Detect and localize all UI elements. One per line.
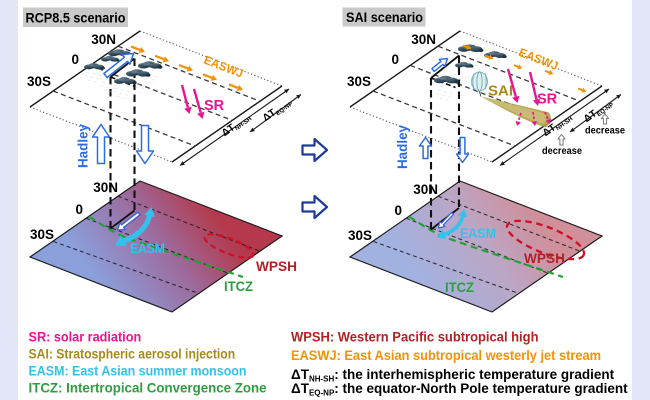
svg-text:0: 0: [75, 202, 83, 217]
svg-text:Hadley: Hadley: [76, 124, 91, 168]
svg-text:EASM: EASM: [130, 240, 165, 256]
svg-text:EASWJ: East Asian subtropical: EASWJ: East Asian subtropical westerly j…: [291, 348, 601, 363]
svg-text:0: 0: [394, 203, 402, 218]
svg-text:RCP8.5 scenario: RCP8.5 scenario: [26, 10, 126, 26]
svg-text:30S: 30S: [348, 228, 372, 243]
svg-text:SAI: Stratospheric aerosol inj: SAI: Stratospheric aerosol injection: [29, 347, 236, 362]
svg-text:SR: SR: [204, 98, 225, 114]
svg-text:SAI: SAI: [488, 84, 513, 100]
svg-text:SR: solar radiation: SR: solar radiation: [29, 330, 142, 345]
svg-text:30S: 30S: [27, 74, 51, 89]
svg-text:30N: 30N: [411, 32, 436, 47]
svg-text:decrease: decrease: [585, 125, 625, 137]
svg-text:SR: SR: [537, 92, 558, 108]
svg-text:ΔTNH-SH: the interhemispheric: ΔTNH-SH: the interhemispheric temperatur…: [291, 367, 615, 384]
svg-text:30S: 30S: [30, 227, 54, 242]
svg-text:30S: 30S: [347, 74, 371, 89]
svg-text:0: 0: [391, 52, 399, 67]
svg-text:WPSH: WPSH: [256, 258, 297, 274]
svg-text:0: 0: [71, 52, 79, 67]
svg-text:EASM: EASM: [460, 225, 496, 241]
svg-text:ΔTEQ-NP: the equator-North Pol: ΔTEQ-NP: the equator-North Pole temperat…: [291, 381, 628, 398]
svg-text:WPSH: WPSH: [524, 250, 565, 266]
svg-text:30N: 30N: [93, 180, 118, 195]
svg-text:ITCZ: ITCZ: [445, 279, 474, 295]
svg-text:decrease: decrease: [542, 145, 582, 157]
svg-text:30N: 30N: [91, 32, 116, 47]
svg-text:SAI scenario: SAI scenario: [346, 9, 423, 25]
svg-text:WPSH: Western Pacific subtropi: WPSH: Western Pacific subtropical high: [291, 330, 539, 345]
svg-text:ITCZ: ITCZ: [224, 278, 253, 294]
svg-text:ITCZ: Intertropical Convergenc: ITCZ: Intertropical Convergence Zone: [29, 381, 267, 396]
svg-text:EASM: East Asian summer monsoo: EASM: East Asian summer monsoon: [29, 364, 247, 379]
svg-text:Hadley: Hadley: [395, 125, 410, 169]
svg-text:30N: 30N: [413, 182, 438, 197]
